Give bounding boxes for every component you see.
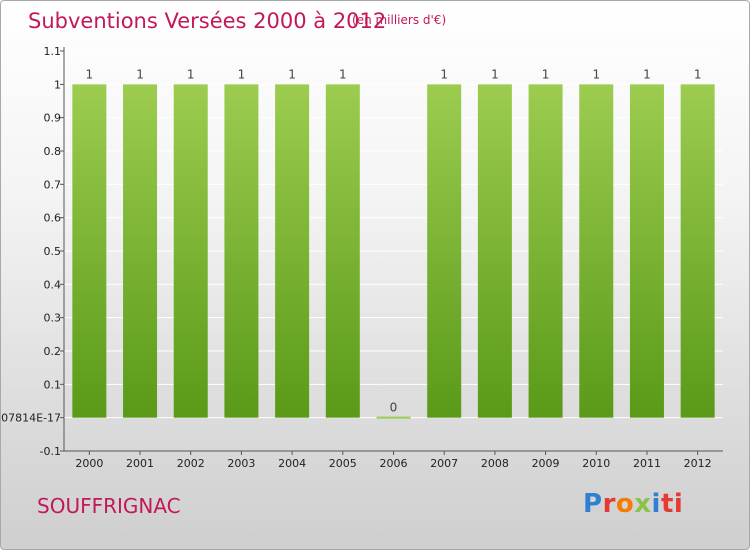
data-label: 1 (339, 67, 347, 81)
data-label: 1 (288, 67, 296, 81)
logo-letter: P (583, 489, 603, 519)
data-label: 1 (542, 67, 550, 81)
x-tick-label: 2012 (684, 457, 712, 470)
x-tick-label: 2008 (481, 457, 509, 470)
logo-letter: o (615, 489, 635, 519)
bar (224, 84, 259, 418)
proxiti-logo: Proxiti (583, 489, 683, 519)
bar (528, 84, 563, 418)
logo-letter: ti (660, 489, 684, 519)
y-tick-label: 0.4 (44, 278, 62, 291)
x-tick-label: 2007 (430, 457, 458, 470)
logo-letter: i (651, 489, 661, 519)
y-tick-label: 0.1 (44, 378, 62, 391)
x-tick-label: 2006 (380, 457, 408, 470)
y-tick-label: 1.1 (44, 45, 62, 58)
y-tick-label: 0.8 (44, 145, 62, 158)
y-tick-label: -0.1 (40, 445, 61, 458)
commune-name: SOUFFRIGNAC (37, 494, 181, 518)
x-tick-label: 2000 (75, 457, 103, 470)
bar (72, 84, 107, 418)
y-tick-label: 1 (54, 78, 61, 91)
x-tick-label: 2001 (126, 457, 154, 470)
x-tick-label: 2004 (278, 457, 306, 470)
x-tick-label: 2005 (329, 457, 357, 470)
bar (173, 84, 208, 418)
bar (325, 84, 360, 418)
x-tick-label: 2010 (582, 457, 610, 470)
bar (427, 84, 462, 418)
chart-title: Subventions Versées 2000 à 2012 (28, 9, 387, 33)
bar (123, 84, 158, 418)
y-tick-label: 0.3 (44, 312, 62, 325)
data-label: 0 (390, 401, 398, 415)
data-label: 1 (187, 67, 195, 81)
data-label: 1 (694, 67, 702, 81)
y-tick-label: 0.6 (44, 212, 62, 225)
data-label: 1 (592, 67, 600, 81)
data-label: 1 (440, 67, 448, 81)
y-tick-label: 0.7 (44, 178, 62, 191)
data-label: 1 (643, 67, 651, 81)
y-tick-label: 0.2 (44, 345, 62, 358)
y-tick-label: -1.3877787807814E-17 (1, 412, 61, 425)
logo-letter: x (634, 489, 652, 519)
x-tick-label: 2009 (532, 457, 560, 470)
y-tick-label: 0.5 (44, 245, 62, 258)
data-label: 1 (491, 67, 499, 81)
x-tick-label: 2002 (177, 457, 205, 470)
bar (680, 84, 715, 418)
x-tick-label: 2003 (227, 457, 255, 470)
bar (477, 84, 512, 418)
data-label: 1 (136, 67, 144, 81)
data-label: 1 (238, 67, 246, 81)
bar (275, 84, 310, 418)
chart-unit: (en milliers d'€) (352, 13, 447, 27)
bar (629, 84, 664, 418)
bar (579, 84, 614, 418)
x-tick-label: 2011 (633, 457, 661, 470)
y-tick-label: 0.9 (44, 112, 62, 125)
logo-letter: r (602, 489, 616, 519)
data-label: 1 (86, 67, 94, 81)
